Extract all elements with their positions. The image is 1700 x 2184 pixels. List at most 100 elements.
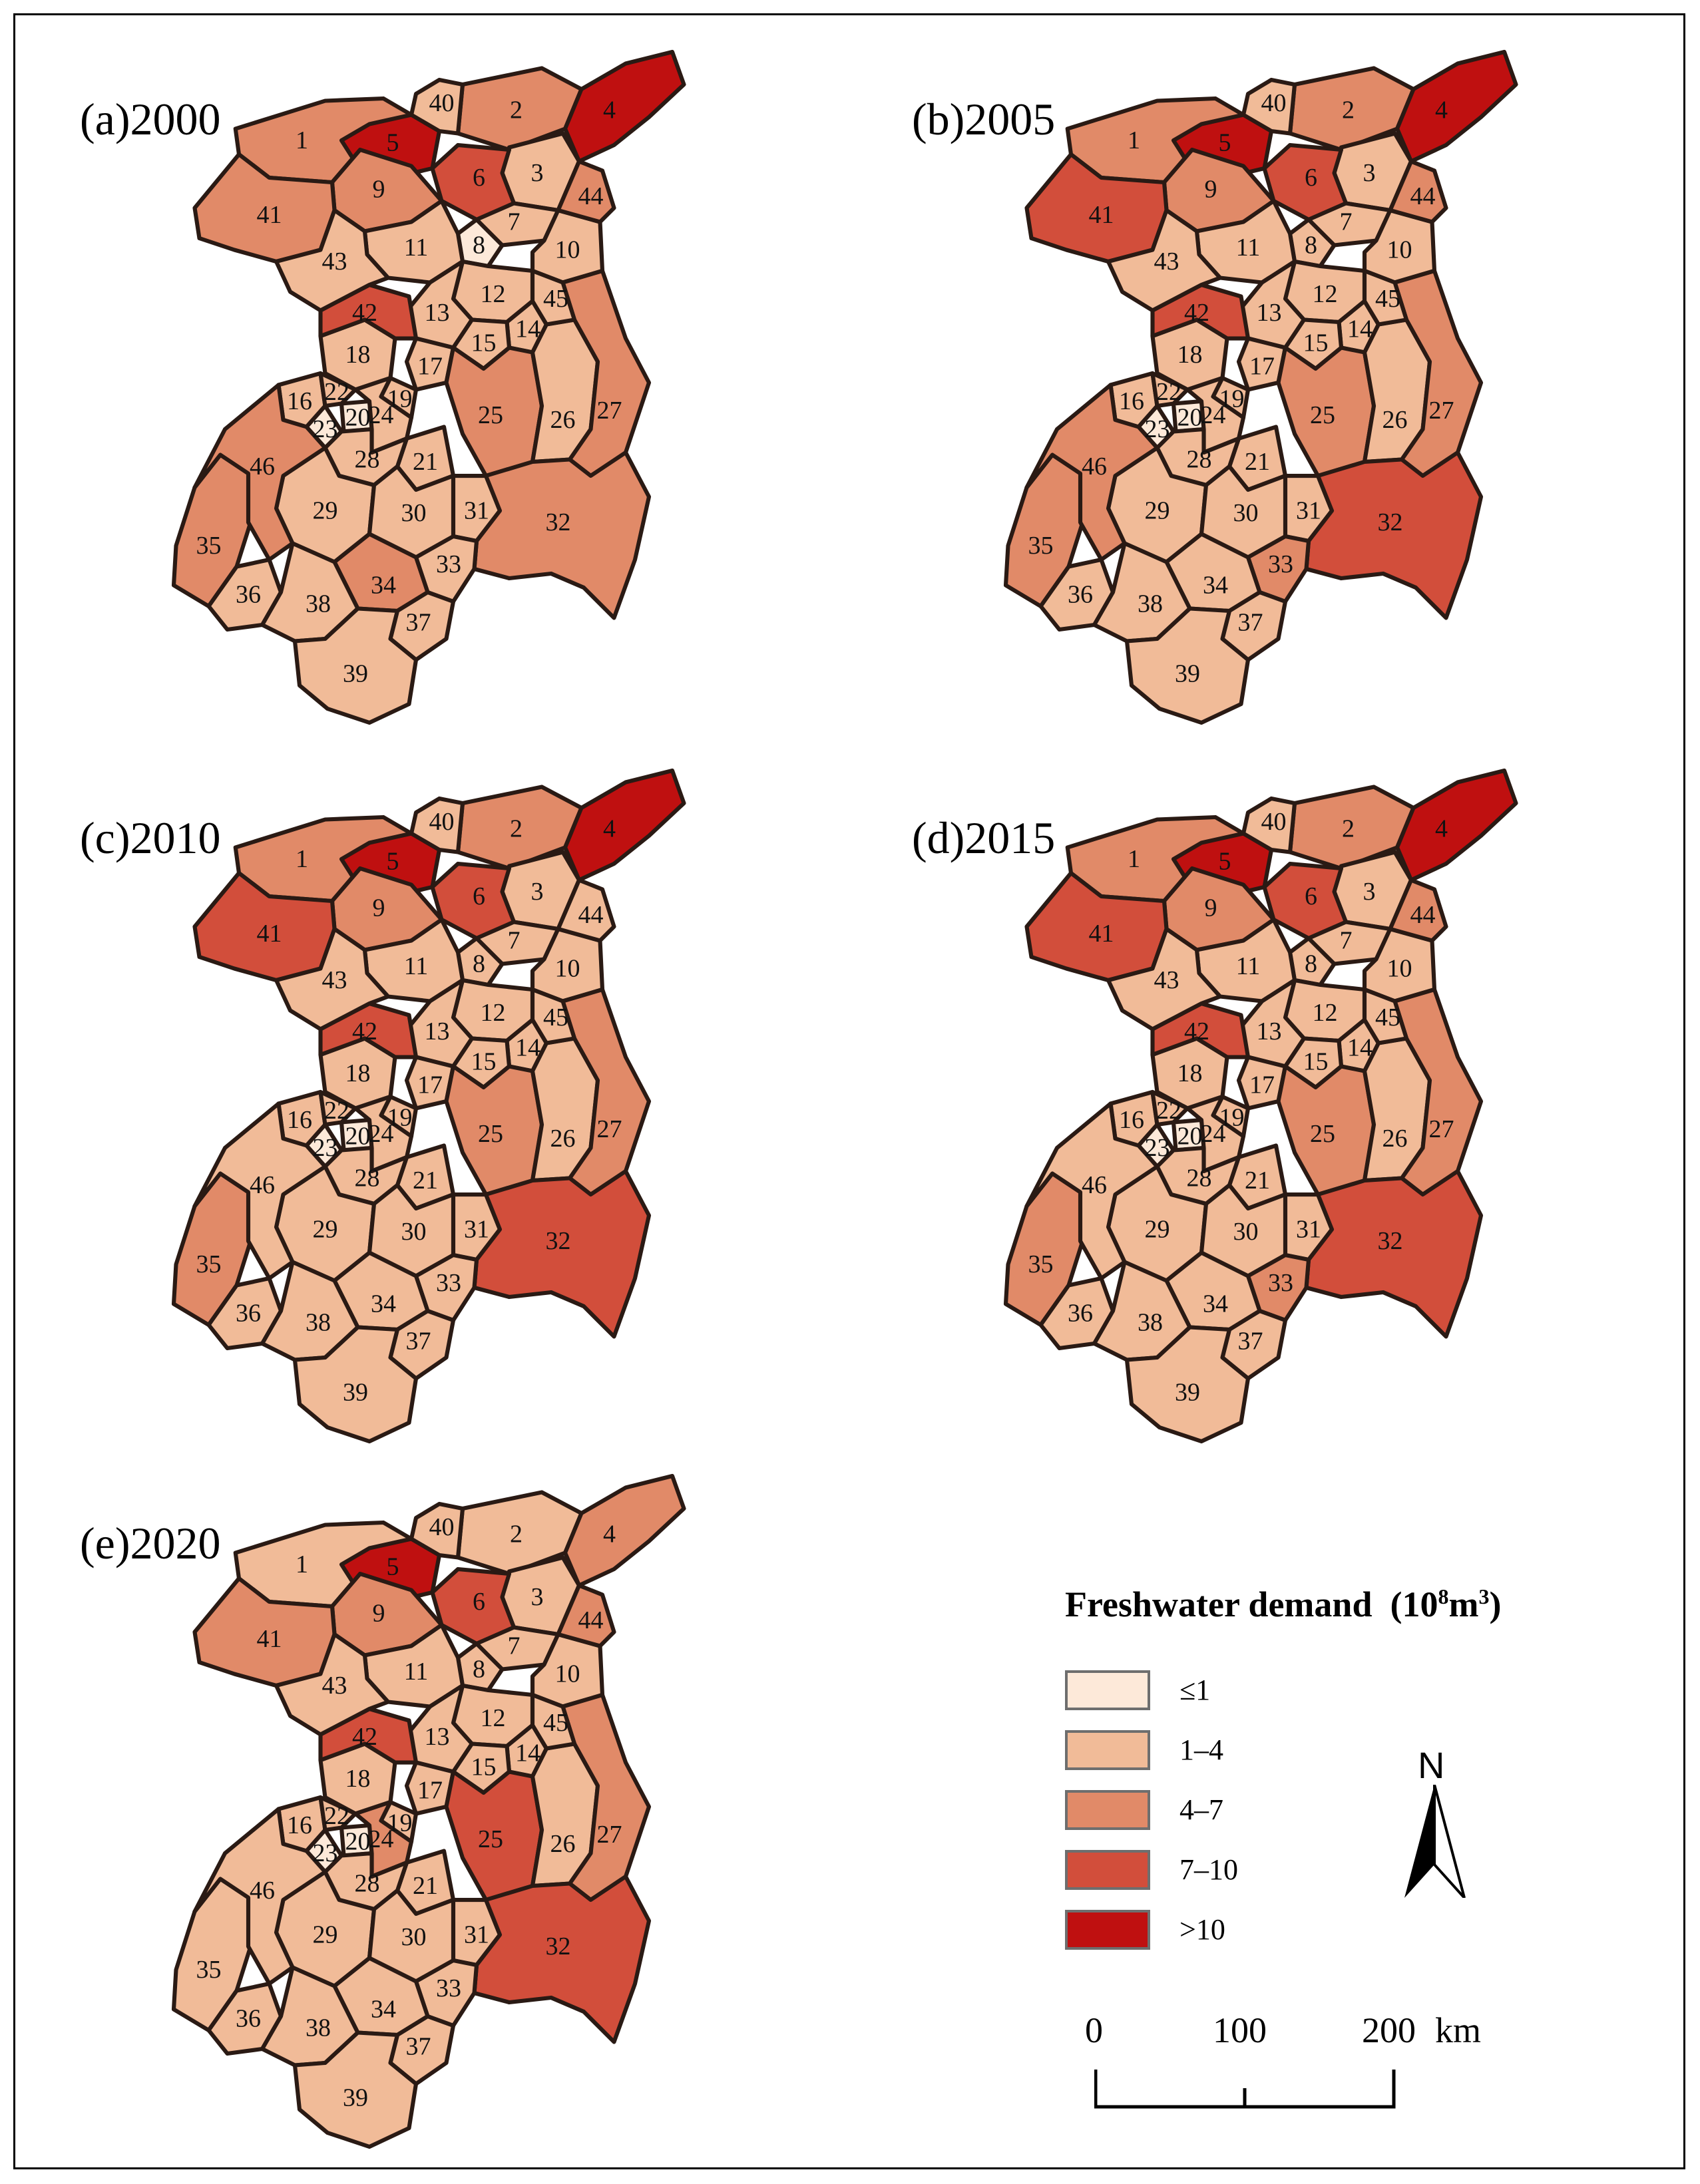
region-label-8: 8 — [1305, 232, 1317, 260]
region-label-46: 46 — [1082, 1171, 1107, 1199]
region-label-45: 45 — [543, 1003, 568, 1031]
region-label-36: 36 — [236, 2005, 261, 2033]
region-label-11: 11 — [404, 1658, 429, 1686]
panel-title: (a)2000 — [80, 94, 221, 144]
region-label-6: 6 — [1305, 164, 1317, 192]
region-label-41: 41 — [1089, 201, 1114, 229]
region-label-3: 3 — [1363, 878, 1376, 906]
region-label-7: 7 — [508, 927, 521, 955]
region-label-44: 44 — [1410, 901, 1436, 929]
legend-label: >10 — [1179, 1913, 1225, 1946]
region-6 — [430, 861, 517, 941]
region-label-24: 24 — [369, 401, 394, 429]
region-label-13: 13 — [1257, 1017, 1282, 1045]
region-22 — [318, 371, 358, 409]
legend-title: Freshwater demand (108m3) — [1065, 1584, 1501, 1625]
region-label-31: 31 — [464, 1921, 489, 1949]
region-label-6: 6 — [473, 1588, 485, 1616]
region-label-3: 3 — [531, 1583, 544, 1611]
region-label-32: 32 — [1378, 1227, 1403, 1255]
region-label-10: 10 — [555, 1660, 580, 1688]
region-40 — [409, 1501, 465, 1560]
region-label-28: 28 — [1187, 446, 1212, 474]
region-label-24: 24 — [1201, 401, 1226, 429]
region-label-23: 23 — [1145, 415, 1170, 443]
region-label-22: 22 — [324, 1097, 349, 1125]
region-label-8: 8 — [473, 950, 485, 978]
region-label-4: 4 — [603, 815, 616, 843]
region-label-35: 35 — [1028, 532, 1054, 560]
region-label-11: 11 — [1236, 952, 1261, 980]
legend-swatch — [1065, 1850, 1150, 1890]
region-label-19: 19 — [387, 1809, 413, 1837]
region-label-18: 18 — [1177, 341, 1203, 369]
region-label-44: 44 — [578, 182, 604, 210]
region-6 — [430, 142, 517, 222]
legend-unit-suffix: ) — [1489, 1584, 1502, 1624]
region-label-29: 29 — [313, 497, 338, 525]
region-label-44: 44 — [578, 901, 604, 929]
region-label-40: 40 — [429, 1513, 455, 1541]
region-label-16: 16 — [287, 387, 312, 415]
region-label-35: 35 — [196, 1250, 222, 1278]
region-label-18: 18 — [1177, 1059, 1203, 1087]
region-label-40: 40 — [1261, 89, 1287, 117]
legend-swatch — [1065, 1730, 1150, 1770]
scale-tick-0: 0 — [1085, 2010, 1103, 2050]
region-label-32: 32 — [1378, 508, 1403, 536]
region-label-17: 17 — [417, 353, 443, 381]
region-label-3: 3 — [1363, 159, 1376, 187]
map-panel-2020: 1 2 3 4 5 6 7 8 9 10 11 12 13 14 15 16 17 18 19 20 21 22 23 24 2… — [27, 1451, 759, 2156]
region-label-15: 15 — [1303, 329, 1329, 357]
legend-unit-prefix: (10 — [1390, 1584, 1438, 1624]
region-label-41: 41 — [257, 920, 282, 948]
region-label-26: 26 — [550, 1125, 576, 1153]
region-label-7: 7 — [508, 208, 521, 236]
region-label-37: 37 — [1238, 609, 1263, 637]
region-39 — [1124, 606, 1251, 725]
region-label-33: 33 — [436, 550, 461, 578]
region-17 — [1236, 336, 1288, 392]
region-label-2: 2 — [510, 96, 523, 124]
scale-unit: km — [1435, 2010, 1482, 2050]
region-label-21: 21 — [413, 448, 438, 476]
region-label-43: 43 — [322, 966, 347, 994]
region-label-13: 13 — [425, 1723, 450, 1751]
region-label-29: 29 — [1145, 497, 1170, 525]
region-label-2: 2 — [510, 815, 523, 843]
region-label-24: 24 — [369, 1825, 394, 1853]
region-label-17: 17 — [417, 1777, 443, 1805]
region-label-14: 14 — [515, 1034, 540, 1062]
region-label-43: 43 — [322, 248, 347, 275]
region-label-18: 18 — [345, 1765, 371, 1793]
region-label-22: 22 — [1156, 378, 1181, 406]
region-label-11: 11 — [404, 234, 429, 262]
region-label-4: 4 — [1435, 815, 1448, 843]
region-label-14: 14 — [1347, 315, 1373, 343]
region-label-12: 12 — [481, 1704, 506, 1732]
region-4 — [562, 49, 686, 164]
region-label-23: 23 — [313, 1839, 338, 1867]
region-label-16: 16 — [287, 1811, 312, 1839]
region-label-44: 44 — [578, 1606, 604, 1634]
region-label-32: 32 — [546, 1227, 571, 1255]
region-label-46: 46 — [250, 1171, 275, 1199]
region-label-39: 39 — [1175, 660, 1200, 688]
region-label-16: 16 — [287, 1106, 312, 1134]
region-label-9: 9 — [1205, 894, 1217, 922]
region-label-31: 31 — [1296, 497, 1321, 525]
region-label-10: 10 — [1387, 955, 1412, 983]
region-label-24: 24 — [369, 1120, 394, 1148]
region-43 — [274, 926, 391, 1031]
region-label-4: 4 — [1435, 96, 1448, 124]
region-label-33: 33 — [436, 1269, 461, 1297]
north-arrow-icon — [1404, 1785, 1466, 1898]
region-22 — [318, 1089, 358, 1127]
legend-unit-exp1: 8 — [1438, 1584, 1449, 1608]
region-39 — [292, 606, 419, 725]
region-label-29: 29 — [313, 1921, 338, 1949]
region-45 — [1362, 268, 1409, 327]
